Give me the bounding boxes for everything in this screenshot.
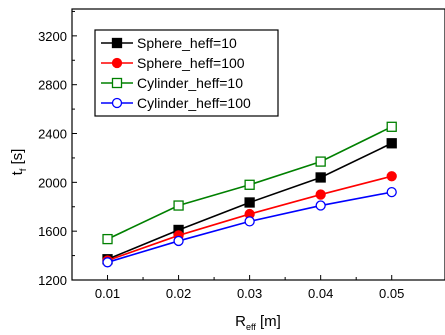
- y-tick-label: 2000: [38, 175, 67, 190]
- data-point: [386, 121, 397, 132]
- data-point: [244, 216, 255, 227]
- legend-item: Sphere_heff=100: [101, 55, 245, 71]
- data-point: [173, 235, 184, 247]
- legend-item: Sphere_heff=10: [101, 35, 237, 51]
- x-tick-label: 0.05: [379, 286, 404, 301]
- data-point: [386, 138, 397, 149]
- series-cylinder-heff-100: [102, 186, 397, 268]
- legend-label: Cylinder_heff=10: [137, 75, 243, 91]
- x-axis-title-sub: eff: [246, 322, 256, 332]
- legend-swatch-marker: [111, 97, 123, 109]
- y-tick-label: 1600: [38, 224, 67, 239]
- axes: 1200 1600 2000 2400 2800 3200 0.01 0.02 0.03 0.04…: [38, 8, 445, 301]
- data-point: [315, 156, 326, 167]
- legend-label: Sphere_heff=10: [137, 35, 237, 51]
- series-layer: [102, 121, 397, 268]
- data-point: [386, 171, 397, 182]
- legend-swatch-marker: [111, 77, 123, 89]
- x-tick-label: 0.01: [95, 286, 120, 301]
- series-cylinder-heff-10: [102, 121, 397, 245]
- legend-swatch-marker: [111, 37, 123, 49]
- x-tick-label: 0.04: [308, 286, 333, 301]
- legend-box: [94, 29, 279, 117]
- data-point: [102, 233, 113, 245]
- x-axis-title-unit: [m]: [256, 313, 281, 330]
- legend-item: Cylinder_heff=100: [101, 95, 251, 111]
- y-axis-title-unit: [s]: [9, 149, 26, 169]
- plot-frame: [71, 8, 445, 281]
- x-tick-label: 0.02: [166, 286, 191, 301]
- y-axis-title: tf [s]: [9, 149, 28, 176]
- x-axis-title-main: R: [235, 313, 246, 330]
- legend-swatch-marker: [111, 57, 123, 69]
- legend: Sphere_heff=10 Sphere_heff=100 Cylinder_he…: [94, 29, 279, 117]
- series-sphere-heff-10: [102, 138, 397, 265]
- y-tick-label: 1200: [38, 273, 67, 288]
- legend-label: Cylinder_heff=100: [137, 95, 251, 111]
- y-tick-label: 2400: [38, 127, 67, 142]
- y-tick-label: 3200: [38, 29, 67, 44]
- data-point: [315, 172, 326, 183]
- data-point: [102, 257, 113, 268]
- data-point: [244, 179, 255, 190]
- x-axis-title: Reff [m]: [235, 313, 281, 332]
- data-point: [173, 200, 184, 211]
- data-point: [386, 186, 397, 198]
- y-axis-title-sub: f: [18, 168, 28, 171]
- x-tick-label: 0.03: [237, 286, 262, 301]
- y-axis-title-main: t: [9, 170, 26, 175]
- legend-label: Sphere_heff=100: [137, 55, 245, 71]
- data-point: [315, 200, 326, 211]
- data-point: [244, 197, 255, 208]
- data-point: [315, 189, 326, 200]
- legend-item: Cylinder_heff=10: [101, 75, 243, 91]
- y-tick-label: 2800: [38, 78, 67, 93]
